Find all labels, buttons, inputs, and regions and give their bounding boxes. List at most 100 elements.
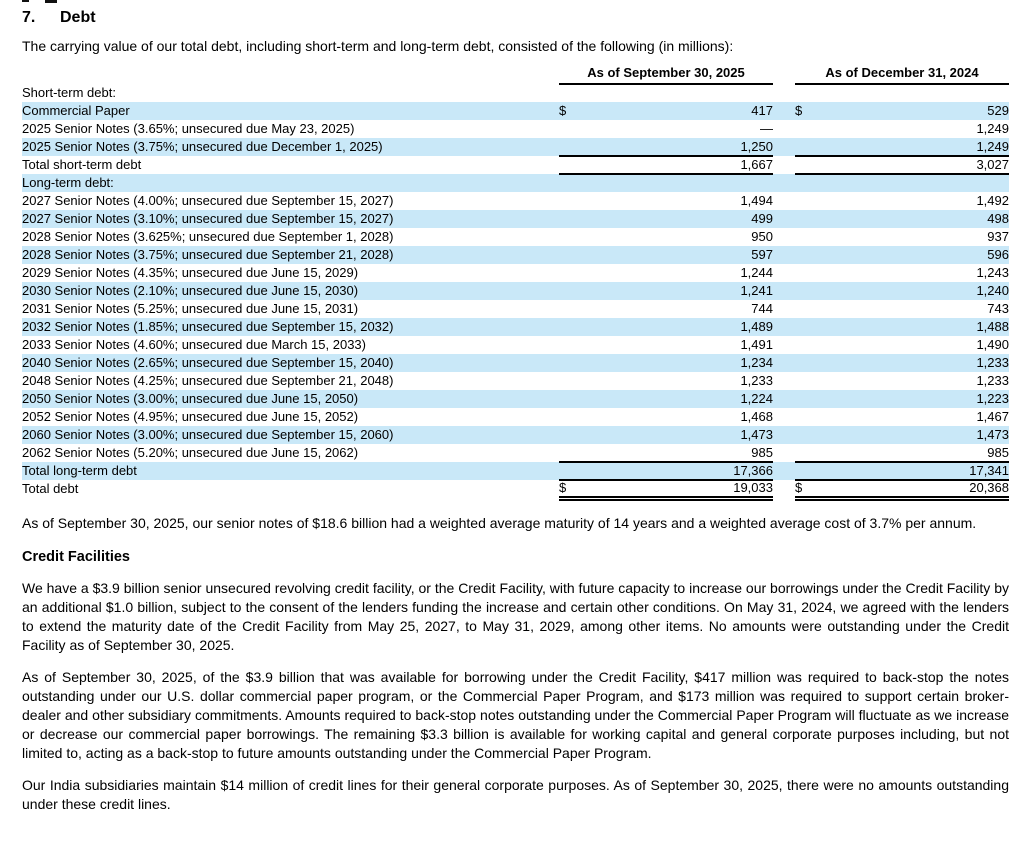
value-dec-31-2024	[821, 84, 1009, 102]
intro-paragraph: The carrying value of our total debt, in…	[22, 38, 734, 54]
table-row: Total long-term debt 17,366 17,341	[22, 462, 1009, 481]
value-sep-30-2025: —	[759, 121, 773, 136]
value-dec-31-2024: 1,233	[820, 354, 1009, 372]
currency-symbol-2024	[794, 390, 821, 408]
column-gap	[772, 102, 795, 120]
currency-symbol-2025	[558, 282, 585, 300]
table-row: 2032 Senior Notes (1.85%; unsecured due …	[22, 318, 1009, 336]
row-label: Total long-term debt	[22, 462, 559, 480]
column-gap	[773, 300, 795, 318]
value-sep-30-2025: 19,033	[584, 480, 773, 501]
value-sep-30-2025: 499	[584, 210, 773, 228]
page-crop-artifact	[22, 0, 29, 2]
currency-symbol-2024	[794, 462, 821, 481]
column-gap	[773, 192, 795, 210]
table-row: 2025 Senior Notes (3.65%; unsecured due …	[22, 120, 1009, 138]
value-dec-31-2024: 529	[820, 102, 1009, 120]
value-sep-30-2025: 1,224	[584, 390, 773, 408]
row-label: Total debt	[22, 481, 79, 496]
currency-symbol-2024	[795, 192, 821, 210]
table-row: 2027 Senior Notes (3.10%; unsecured due …	[22, 210, 1009, 228]
debt-table: As of September 30, 2025 As of December …	[22, 63, 1009, 501]
table-row: 2025 Senior Notes (3.75%; unsecured due …	[22, 138, 1009, 157]
column-gap	[773, 120, 795, 138]
row-label: 2052 Senior Notes (4.95%; unsecured due …	[22, 409, 359, 424]
currency-symbol-2025	[559, 372, 585, 390]
row-label: 2040 Senior Notes (2.65%; unsecured due …	[22, 354, 559, 372]
table-row: Long-term debt:	[22, 174, 1009, 192]
table-row: 2033 Senior Notes (4.60%; unsecured due …	[22, 336, 1009, 354]
column-header-sep-30-2025: As of September 30, 2025	[558, 63, 773, 85]
table-row: Total debt $19,033 $20,368	[22, 480, 1009, 501]
column-gap	[772, 462, 795, 480]
column-gap	[773, 156, 795, 174]
value-dec-31-2024: 498	[820, 210, 1009, 228]
table-header-row: As of September 30, 2025 As of December …	[22, 63, 1009, 85]
value-sep-30-2025: 1,233	[740, 373, 773, 388]
currency-symbol-2025	[559, 228, 585, 246]
currency-symbol-2025	[558, 390, 585, 408]
currency-symbol-2024: $	[794, 102, 821, 120]
currency-symbol-2024	[795, 228, 821, 246]
currency-symbol-2025	[558, 318, 585, 336]
currency-symbol-2025	[558, 174, 585, 192]
value-sep-30-2025	[585, 84, 773, 102]
column-gap	[773, 228, 795, 246]
value-dec-31-2024: 20,368	[820, 480, 1009, 501]
value-dec-31-2024: 596	[820, 246, 1009, 264]
table-row: 2062 Senior Notes (5.20%; unsecured due …	[22, 444, 1009, 463]
value-dec-31-2024: 17,341	[820, 462, 1009, 481]
currency-symbol-2025	[559, 408, 585, 426]
table-row: 2040 Senior Notes (2.65%; unsecured due …	[22, 354, 1009, 372]
page-crop-artifact	[45, 0, 57, 3]
row-label: 2060 Senior Notes (3.00%; unsecured due …	[22, 426, 559, 444]
row-label: 2030 Senior Notes (2.10%; unsecured due …	[22, 282, 559, 300]
column-gap	[773, 84, 795, 102]
table-row: 2060 Senior Notes (3.00%; unsecured due …	[22, 426, 1009, 444]
currency-symbol-2024	[794, 354, 821, 372]
value-sep-30-2025: 1,241	[584, 282, 773, 300]
row-label: Commercial Paper	[22, 102, 559, 120]
section-heading: 7. Debt	[22, 9, 1009, 27]
currency-symbol-2025	[558, 444, 585, 463]
column-gap	[772, 426, 795, 444]
value-sep-30-2025	[584, 174, 773, 192]
table-row: 2029 Senior Notes (4.35%; unsecured due …	[22, 264, 1009, 282]
value-dec-31-2024: 1,467	[976, 409, 1009, 424]
row-label: 2027 Senior Notes (4.00%; unsecured due …	[22, 193, 394, 208]
column-gap	[772, 246, 795, 264]
value-dec-31-2024: 937	[987, 229, 1009, 244]
credit-facility-paragraph-3: Our India subsidiaries maintain $14 mill…	[22, 776, 1009, 812]
value-dec-31-2024: 1,249	[820, 138, 1009, 157]
row-label: 2033 Senior Notes (4.60%; unsecured due …	[22, 337, 366, 352]
currency-symbol-2025	[559, 120, 585, 138]
currency-symbol-2024	[795, 336, 821, 354]
row-label: 2025 Senior Notes (3.65%; unsecured due …	[22, 121, 355, 136]
value-dec-31-2024: 743	[987, 301, 1009, 316]
row-label: 2062 Senior Notes (5.20%; unsecured due …	[22, 445, 359, 460]
value-dec-31-2024: 1,492	[976, 193, 1009, 208]
table-row: 2028 Senior Notes (3.75%; unsecured due …	[22, 246, 1009, 264]
value-sep-30-2025: 1,244	[740, 265, 773, 280]
value-sep-30-2025: 17,366	[584, 462, 773, 481]
column-gap	[772, 282, 795, 300]
credit-facility-paragraph-1: We have a $3.9 billion senior unsecured …	[22, 579, 1009, 653]
currency-symbol-2024	[794, 138, 821, 157]
column-gap	[772, 138, 795, 156]
currency-symbol-2024: $	[794, 480, 821, 501]
value-dec-31-2024: 3,027	[820, 156, 1009, 175]
value-dec-31-2024: 1,233	[976, 373, 1009, 388]
table-row: 2027 Senior Notes (4.00%; unsecured due …	[22, 192, 1009, 210]
table-row: Total short-term debt 1,667 3,027	[22, 156, 1009, 175]
value-dec-31-2024	[820, 174, 1009, 192]
currency-symbol-2025	[558, 156, 585, 175]
row-label: 2050 Senior Notes (3.00%; unsecured due …	[22, 390, 559, 408]
currency-symbol-2025	[559, 192, 585, 210]
credit-facility-paragraph-2: As of September 30, 2025, of the $3.9 bi…	[22, 668, 1009, 761]
value-dec-31-2024: 1,473	[820, 426, 1009, 444]
currency-symbol-2024	[794, 156, 821, 175]
value-dec-31-2024: 1,243	[976, 265, 1009, 280]
currency-symbol-2025	[558, 138, 585, 157]
value-dec-31-2024: 1,223	[820, 390, 1009, 408]
